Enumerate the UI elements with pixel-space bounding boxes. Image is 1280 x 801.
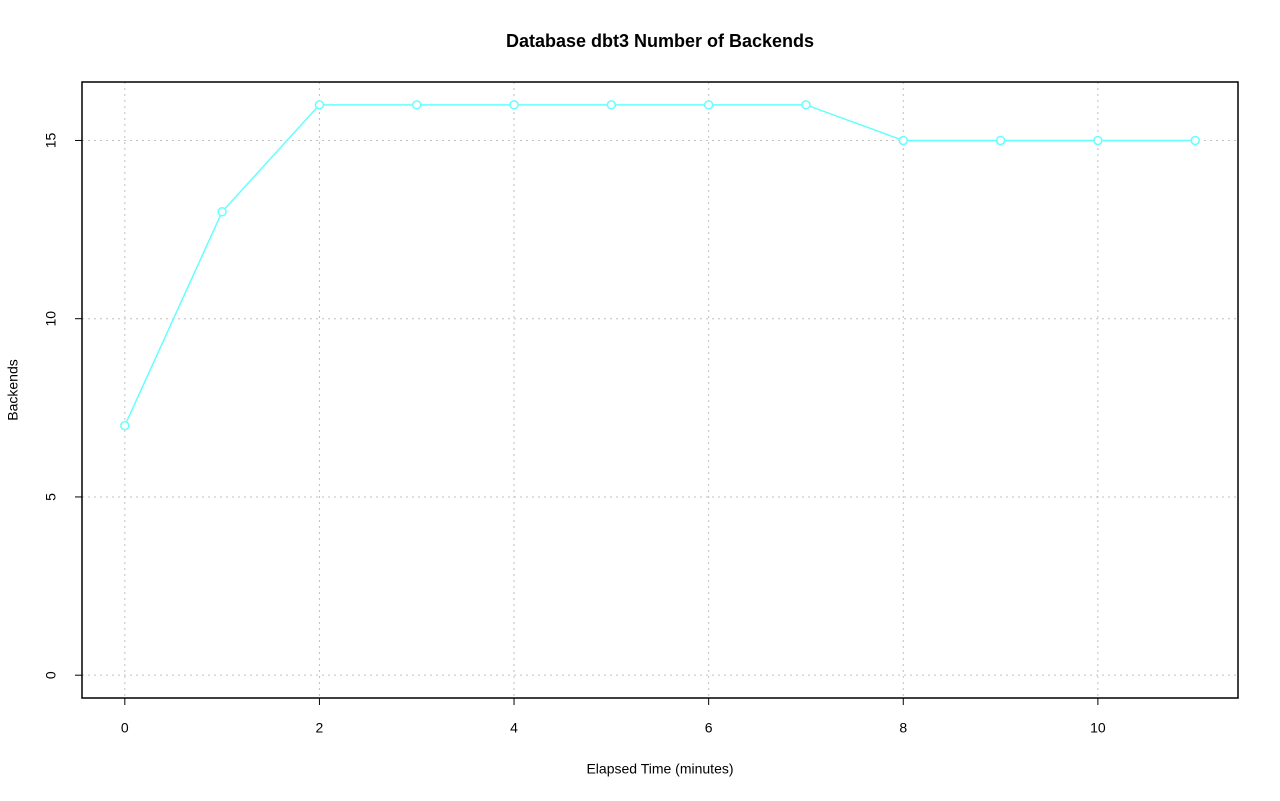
data-point — [1190, 135, 1200, 146]
data-point — [411, 100, 422, 110]
x-tick-label: 6 — [705, 720, 713, 736]
data-point — [217, 207, 227, 217]
data-point — [1093, 135, 1103, 146]
data-point — [995, 135, 1006, 146]
plot-frame — [81, 81, 1239, 699]
y-tick-label: 15 — [43, 132, 59, 148]
x-tick-label: 4 — [510, 720, 518, 736]
x-tick-label: 0 — [121, 720, 129, 736]
data-point — [898, 135, 909, 146]
data-point — [801, 100, 811, 110]
data-point — [606, 100, 617, 110]
data-point — [703, 100, 714, 110]
x-axis-label: Elapsed Time (minutes) — [586, 761, 733, 777]
y-tick-label: 0 — [43, 671, 59, 679]
y-tick-label: 10 — [43, 311, 59, 327]
data-point — [314, 100, 325, 110]
x-tick-label: 8 — [899, 720, 907, 736]
y-tick-label: 5 — [43, 493, 59, 501]
data-point — [120, 420, 130, 431]
data-point — [509, 100, 519, 110]
x-tick-label: 10 — [1090, 720, 1106, 736]
chart-title: Database dbt3 Number of Backends — [506, 31, 814, 51]
data-line — [124, 104, 1196, 426]
y-axis-label: Backends — [5, 359, 21, 420]
x-tick-label: 2 — [316, 720, 324, 736]
